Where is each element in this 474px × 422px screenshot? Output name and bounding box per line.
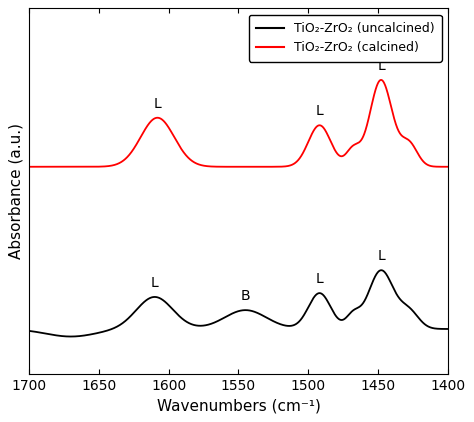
Text: L: L xyxy=(154,97,161,111)
Y-axis label: Absorbance (a.u.): Absorbance (a.u.) xyxy=(9,123,23,259)
Text: L: L xyxy=(316,272,323,286)
Text: L: L xyxy=(316,105,323,119)
Text: L: L xyxy=(377,59,385,73)
Text: B: B xyxy=(241,289,250,303)
Text: L: L xyxy=(151,276,158,290)
X-axis label: Wavenumbers (cm⁻¹): Wavenumbers (cm⁻¹) xyxy=(156,399,320,414)
Text: L: L xyxy=(377,249,385,263)
Legend: TiO₂-ZrO₂ (uncalcined), TiO₂-ZrO₂ (calcined): TiO₂-ZrO₂ (uncalcined), TiO₂-ZrO₂ (calci… xyxy=(249,15,442,62)
